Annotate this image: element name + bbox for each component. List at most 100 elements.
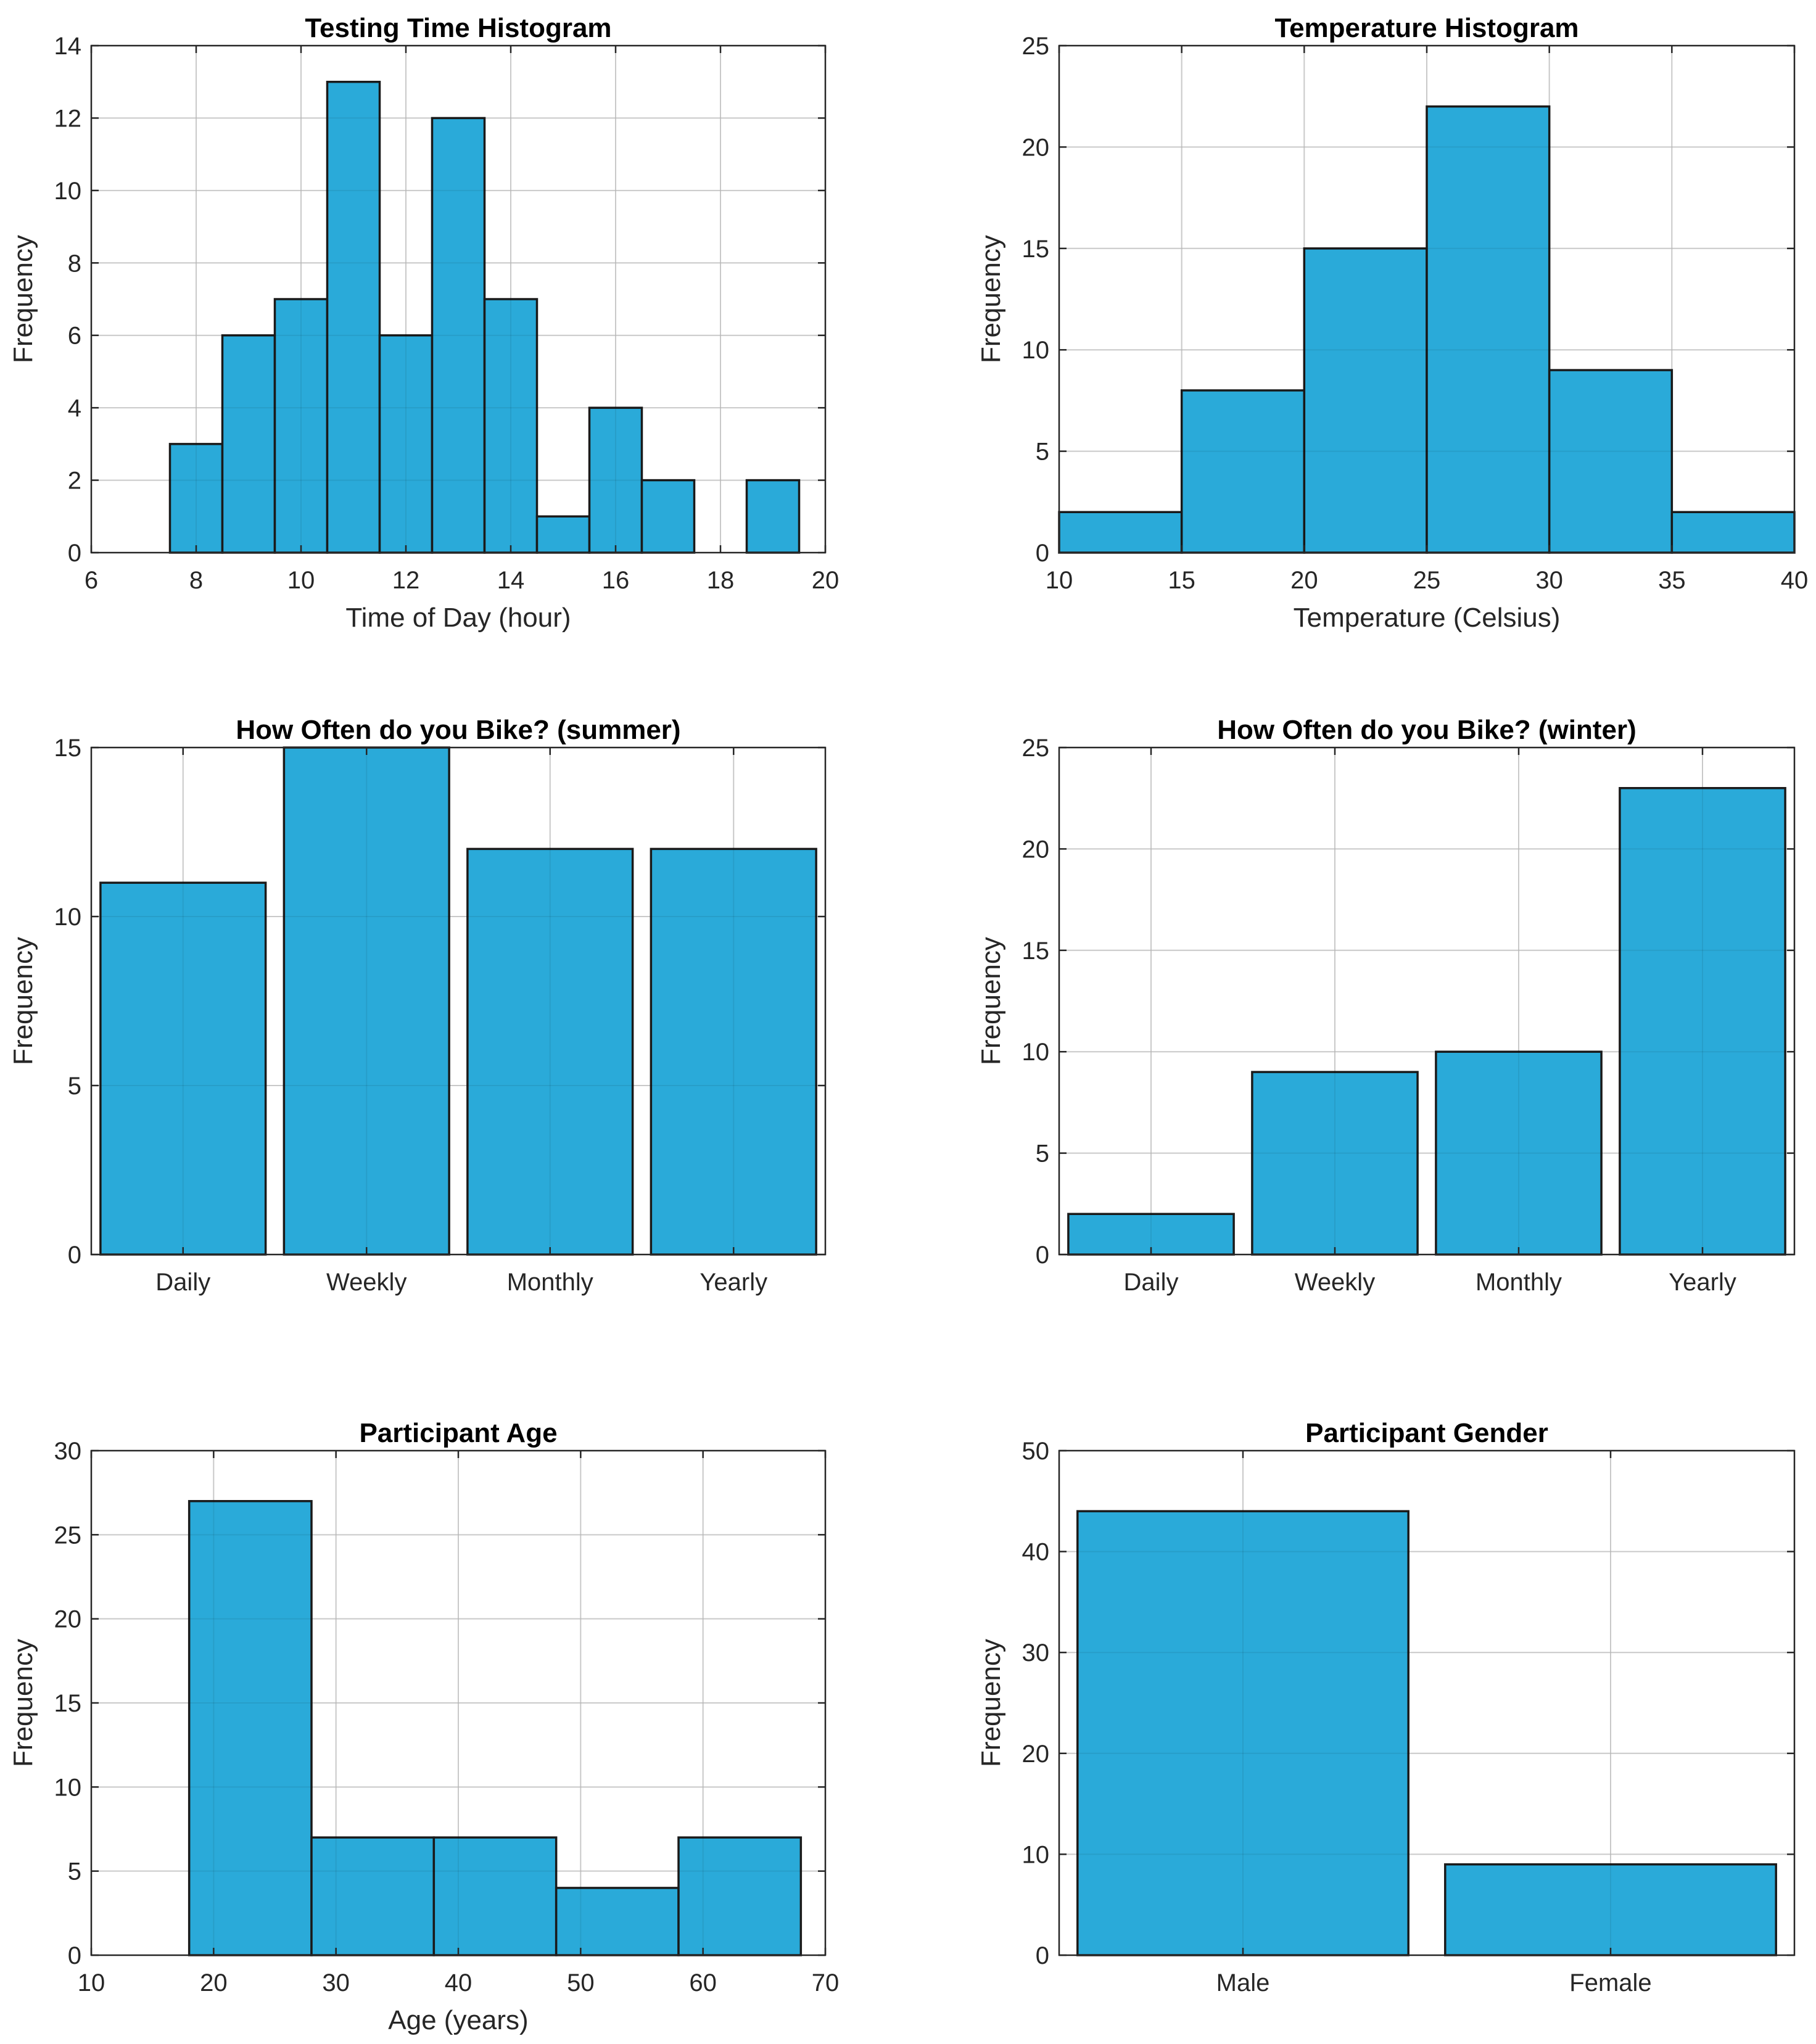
chart-3-how-often-do-you-bike-summer: 0 5 10 15 Daily Weekly Monthly Yearly How Often …: [8, 715, 827, 1296]
chart-2-y-axis-label: Frequency: [976, 235, 1006, 363]
chart-1-y-tick-label: 0: [68, 540, 81, 567]
chart-5-x-tick-label: 70: [812, 1969, 840, 1997]
chart-5-bar-28-38: [310, 1836, 435, 1956]
chart-2-x-tick-label: 20: [1290, 567, 1318, 594]
chart-1-x-axis-label: Time of Day (hour): [345, 603, 571, 633]
chart-6-bar-female: [1444, 1863, 1777, 1956]
chart-4-x-tick-label: Yearly: [1669, 1269, 1736, 1296]
chart-1-y-tick-label: 6: [68, 323, 81, 350]
chart-1-title: Testing Time Histogram: [305, 13, 611, 43]
chart-2-y-tick-label: 0: [1036, 540, 1049, 567]
chart-6-x-tick-label: Male: [1216, 1969, 1270, 1997]
chart-1-bar-12.5-13.5: [431, 117, 486, 554]
chart-4-y-axis-label: Frequency: [976, 937, 1006, 1065]
chart-4-axes-frame: [1058, 746, 1796, 1256]
chart-5-x-tick-label: 60: [689, 1969, 717, 1997]
chart-5-y-tick-label: 30: [54, 1438, 82, 1465]
chart-1-axes-frame: [90, 44, 827, 554]
chart-6-y-tick-label: 20: [1022, 1741, 1050, 1768]
chart-2-bar-35-40: [1670, 511, 1796, 554]
chart-1-bar-7.5-8.5: [168, 443, 224, 554]
chart-2-bar-15-20: [1180, 389, 1306, 554]
chart-4-title: How Often do you Bike? (winter): [1217, 715, 1636, 745]
chart-2-x-tick-label: 30: [1535, 567, 1563, 594]
chart-5-title: Participant Age: [359, 1418, 557, 1448]
chart-1-x-tick-label: 10: [287, 567, 315, 594]
chart-3-bar-monthly: [466, 847, 634, 1256]
chart-5-bar-58-68: [677, 1836, 803, 1956]
chart-3-y-tick-label: 15: [54, 735, 82, 762]
chart-5-x-tick-label: 10: [78, 1969, 105, 1997]
chart-5-x-tick-label: 30: [322, 1969, 350, 1997]
chart-5-y-tick-label: 15: [54, 1690, 82, 1717]
chart-2-y-tick-label: 15: [1022, 236, 1050, 263]
chart-5-y-tick-label: 20: [54, 1606, 82, 1633]
chart-1-y-tick-label: 14: [54, 33, 82, 60]
chart-4-y-tick-label: 5: [1036, 1140, 1049, 1168]
chart-6-y-tick-label: 50: [1022, 1438, 1050, 1465]
chart-2-x-tick-label: 10: [1046, 567, 1073, 594]
chart-2-bar-30-35: [1548, 369, 1674, 554]
chart-3-y-tick-label: 10: [54, 904, 82, 931]
chart-2-x-tick-label: 40: [1781, 567, 1809, 594]
chart-5-bar-38-48: [432, 1836, 558, 1956]
chart-3-x-tick-label: Daily: [155, 1269, 210, 1296]
chart-3-y-axis-label: Frequency: [8, 937, 38, 1065]
chart-3-y-tick-label: 5: [68, 1073, 81, 1100]
chart-6-y-tick-label: 30: [1022, 1639, 1050, 1667]
chart-1-bar-10.5-11.5: [326, 80, 381, 554]
chart-1-x-tick-label: 6: [85, 567, 98, 594]
chart-6-y-tick-label: 0: [1036, 1942, 1049, 1969]
chart-5-bar-48-58: [555, 1887, 680, 1956]
chart-3-axes-frame: [90, 746, 827, 1256]
chart-2-x-tick-label: 15: [1168, 567, 1195, 594]
chart-1-y-tick-label: 2: [68, 468, 81, 495]
chart-5-x-tick-label: 40: [445, 1969, 473, 1997]
chart-4-how-often-do-you-bike-winter: 0 5 10 15 20 25 Daily Weekly Monthly Yearly How Of…: [976, 715, 1796, 1296]
chart-3-x-tick-label: Weekly: [326, 1269, 407, 1296]
chart-2-bar-20-25: [1303, 247, 1428, 554]
chart-2-x-tick-label: 25: [1413, 567, 1441, 594]
chart-5-x-tick-label: 50: [567, 1969, 595, 1997]
chart-6-title: Participant Gender: [1305, 1418, 1548, 1448]
chart-1-y-tick-label: 4: [68, 395, 81, 422]
chart-5-participant-age: 0 5 10 15 20 25 30 10 20 30 40 50 60 70 Participant Ag…: [8, 1418, 839, 2035]
chart-6-x-tick-label: Female: [1569, 1969, 1651, 1997]
chart-1-testing-time-histogram: 0 2 4 6 8 10 12 14 6 8 10 12 14 16 18 20 Testing Time Hi…: [8, 13, 839, 633]
chart-3-bar-yearly: [650, 847, 817, 1256]
chart-2-temperature-histogram: 0 5 10 15 20 25 10 15 20 25 30 35 40 Temperature Hist…: [976, 13, 1808, 633]
chart-2-y-tick-label: 20: [1022, 134, 1050, 161]
chart-4-y-tick-label: 15: [1022, 938, 1050, 965]
chart-3-bar-weekly: [283, 746, 450, 1256]
chart-1-x-tick-label: 14: [497, 567, 525, 594]
chart-4-y-tick-label: 0: [1036, 1242, 1049, 1269]
chart-2-y-tick-label: 5: [1036, 439, 1049, 466]
chart-5-x-axis-label: Age (years): [388, 2005, 528, 2035]
chart-5-y-tick-label: 10: [54, 1774, 82, 1801]
chart-1-bar-8.5-9.5: [221, 334, 276, 554]
chart-1-y-tick-label: 10: [54, 178, 82, 205]
chart-2-bar-25-30: [1426, 105, 1551, 554]
chart-2-x-axis-label: Temperature (Celsius): [1294, 603, 1561, 633]
chart-4-x-tick-label: Monthly: [1476, 1269, 1562, 1296]
chart-5-y-tick-label: 25: [54, 1522, 82, 1549]
chart-1-bar-14.5-15.5: [535, 515, 591, 554]
chart-4-bar-monthly: [1435, 1050, 1603, 1256]
chart-1-x-tick-label: 18: [707, 567, 735, 594]
chart-4-y-tick-label: 10: [1022, 1039, 1050, 1066]
chart-4-y-tick-label: 20: [1022, 836, 1050, 863]
chart-5-x-tick-label: 20: [200, 1969, 228, 1997]
chart-2-y-tick-label: 25: [1022, 33, 1050, 60]
chart-6-bar-male: [1076, 1510, 1409, 1956]
chart-2-bar-10-15: [1058, 511, 1183, 554]
chart-5-y-tick-label: 0: [68, 1942, 81, 1969]
chart-1-y-tick-label: 12: [54, 105, 82, 132]
chart-4-x-tick-label: Daily: [1124, 1269, 1179, 1296]
chart-5-y-tick-label: 5: [68, 1858, 81, 1885]
chart-1-y-tick-label: 8: [68, 250, 81, 277]
chart-1-bar-16.5-17.5: [640, 479, 696, 554]
chart-2-title: Temperature Histogram: [1274, 13, 1579, 43]
chart-1-bar-18.5-19.5: [745, 479, 801, 554]
chart-4-bar-yearly: [1619, 787, 1786, 1256]
